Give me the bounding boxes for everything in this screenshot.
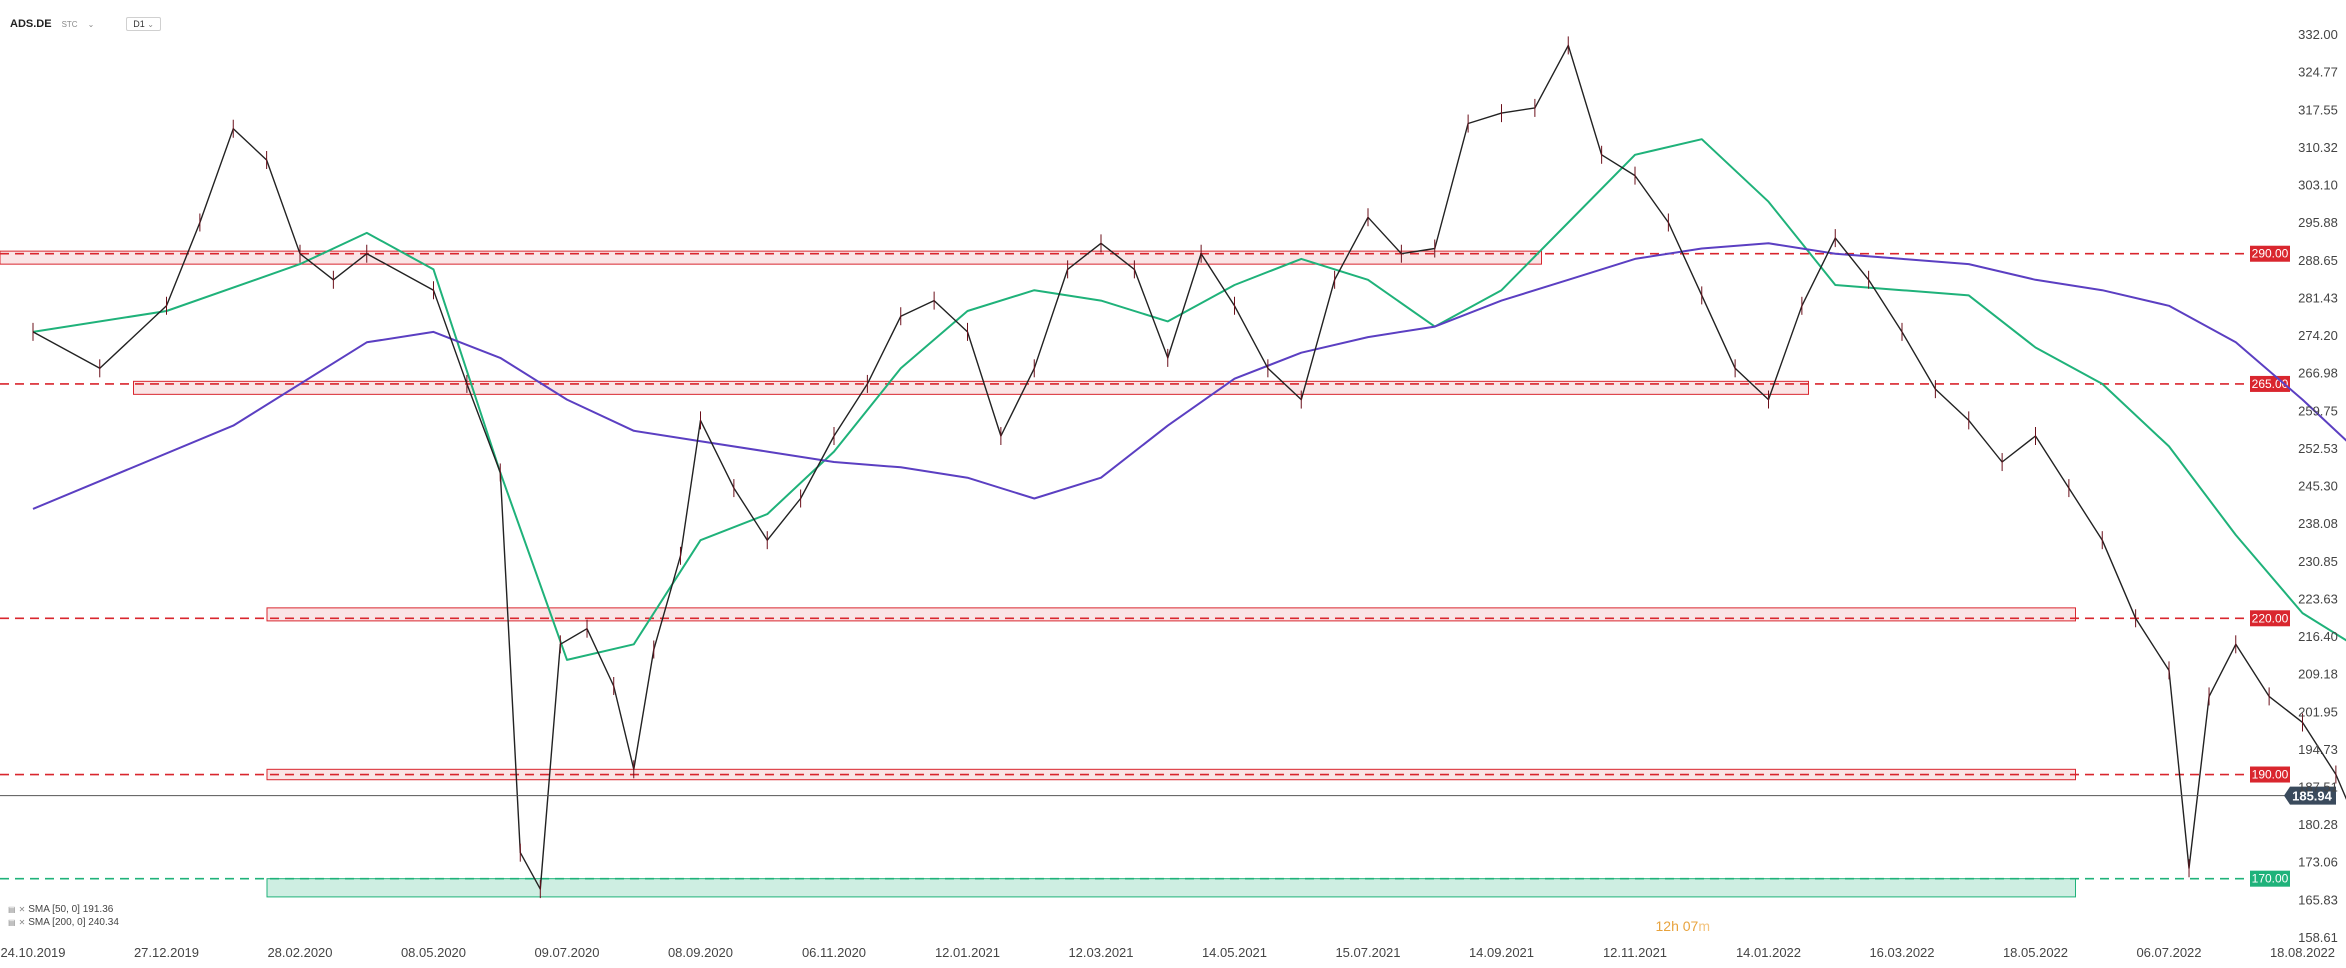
legend-label: SMA [50, 0] 191.36 bbox=[28, 904, 114, 915]
x-tick-label: 28.02.2020 bbox=[267, 945, 332, 960]
y-tick-label: 317.55 bbox=[2298, 102, 2338, 117]
y-tick-label: 252.53 bbox=[2298, 441, 2338, 456]
close-icon[interactable]: ✕ bbox=[18, 918, 26, 927]
timer-hours: 12h bbox=[1655, 918, 1679, 934]
level-label-box bbox=[2250, 870, 2290, 887]
y-tick-label: 180.28 bbox=[2298, 817, 2338, 832]
y-tick-label: 259.75 bbox=[2298, 403, 2338, 418]
sma50-line[interactable] bbox=[32, 138, 2346, 764]
level-label: 290.00 bbox=[2252, 247, 2289, 261]
sma200-line[interactable] bbox=[32, 242, 2346, 514]
settings-icon[interactable]: ▤ bbox=[8, 918, 16, 927]
level-label: 190.00 bbox=[2252, 768, 2289, 782]
y-tick-label: 165.83 bbox=[2298, 892, 2338, 907]
x-tick-label: 06.07.2022 bbox=[2136, 945, 2201, 960]
legend-label: SMA [200, 0] 240.34 bbox=[28, 917, 119, 928]
legend-item-sma200[interactable]: ▤ ✕ SMA [200, 0] 240.34 bbox=[8, 916, 119, 929]
x-tick-label: 18.08.2022 bbox=[2270, 945, 2335, 960]
y-tick-label: 230.85 bbox=[2298, 554, 2338, 569]
timeframe-selector[interactable]: D1 ⌄ bbox=[126, 17, 161, 31]
x-tick-label: 12.11.2021 bbox=[1603, 945, 1667, 960]
y-tick-label: 173.06 bbox=[2298, 855, 2338, 870]
legend-item-sma50[interactable]: ▤ ✕ SMA [50, 0] 191.36 bbox=[8, 903, 119, 916]
chevron-down-icon[interactable]: ⌄ bbox=[87, 19, 95, 29]
y-tick-label: 194.73 bbox=[2298, 742, 2338, 757]
current-price-label: 185.94 bbox=[2292, 789, 2333, 804]
level-zone[interactable] bbox=[266, 878, 2076, 898]
timer-minutes: 07 bbox=[1682, 918, 1699, 934]
y-tick-label: 332.00 bbox=[2298, 27, 2338, 42]
y-tick-label: 266.98 bbox=[2298, 366, 2338, 381]
y-tick-label: 223.63 bbox=[2298, 591, 2338, 606]
chevron-down-icon: ⌄ bbox=[147, 20, 154, 29]
x-tick-label: 09.07.2020 bbox=[534, 945, 599, 960]
instrument-type-label: STC bbox=[61, 19, 78, 29]
level-label-box bbox=[2250, 610, 2290, 627]
y-tick-label: 274.20 bbox=[2298, 328, 2338, 343]
x-tick-label: 24.10.2019 bbox=[0, 945, 65, 960]
x-tick-label: 12.03.2021 bbox=[1068, 945, 1133, 960]
symbol-label[interactable]: ADS.DE bbox=[10, 18, 52, 30]
y-tick-label: 303.10 bbox=[2298, 178, 2338, 193]
y-tick-label: 158.61 bbox=[2298, 930, 2338, 945]
close-icon[interactable]: ✕ bbox=[18, 905, 26, 914]
settings-icon[interactable]: ▤ bbox=[8, 905, 16, 914]
timeframe-label: D1 bbox=[133, 19, 145, 29]
y-tick-label: 209.18 bbox=[2298, 667, 2338, 682]
current-price-box bbox=[2284, 786, 2336, 805]
candle-countdown: 12h 07m bbox=[1656, 918, 1711, 934]
x-tick-label: 18.05.2022 bbox=[2003, 945, 2068, 960]
timer-suffix: m bbox=[1698, 918, 1710, 934]
level-label: 170.00 bbox=[2252, 872, 2289, 886]
level-label-box bbox=[2250, 766, 2290, 783]
x-tick-label: 15.07.2021 bbox=[1335, 945, 1400, 960]
x-tick-label: 06.11.2020 bbox=[802, 945, 866, 960]
price-line[interactable] bbox=[32, 44, 2346, 890]
y-tick-label: 310.32 bbox=[2298, 140, 2338, 155]
indicator-legend: ▤ ✕ SMA [50, 0] 191.36 ▤ ✕ SMA [200, 0] … bbox=[8, 903, 119, 929]
y-tick-label: 245.30 bbox=[2298, 479, 2338, 494]
y-tick-label: 288.65 bbox=[2298, 253, 2338, 268]
y-tick-label: 324.77 bbox=[2298, 65, 2338, 80]
x-tick-label: 08.09.2020 bbox=[668, 945, 733, 960]
level-zone[interactable] bbox=[133, 380, 1809, 395]
y-tick-label: 187.51 bbox=[2298, 779, 2338, 794]
x-tick-label: 14.09.2021 bbox=[1469, 945, 1534, 960]
x-tick-label: 12.01.2021 bbox=[935, 945, 1000, 960]
x-tick-label: 08.05.2020 bbox=[401, 945, 466, 960]
y-tick-label: 201.95 bbox=[2298, 704, 2338, 719]
y-tick-label: 238.08 bbox=[2298, 516, 2338, 531]
x-tick-label: 14.01.2022 bbox=[1736, 945, 1801, 960]
level-label-box bbox=[2250, 245, 2290, 262]
x-tick-label: 27.12.2019 bbox=[134, 945, 199, 960]
y-tick-label: 295.88 bbox=[2298, 215, 2338, 230]
y-tick-label: 281.43 bbox=[2298, 290, 2338, 305]
x-tick-label: 14.05.2021 bbox=[1202, 945, 1267, 960]
x-tick-label: 16.03.2022 bbox=[1869, 945, 1934, 960]
level-label: 220.00 bbox=[2252, 611, 2289, 625]
chart-header: ADS.DE STC ⌄ D1 ⌄ bbox=[10, 16, 161, 32]
y-tick-label: 216.40 bbox=[2298, 629, 2338, 644]
